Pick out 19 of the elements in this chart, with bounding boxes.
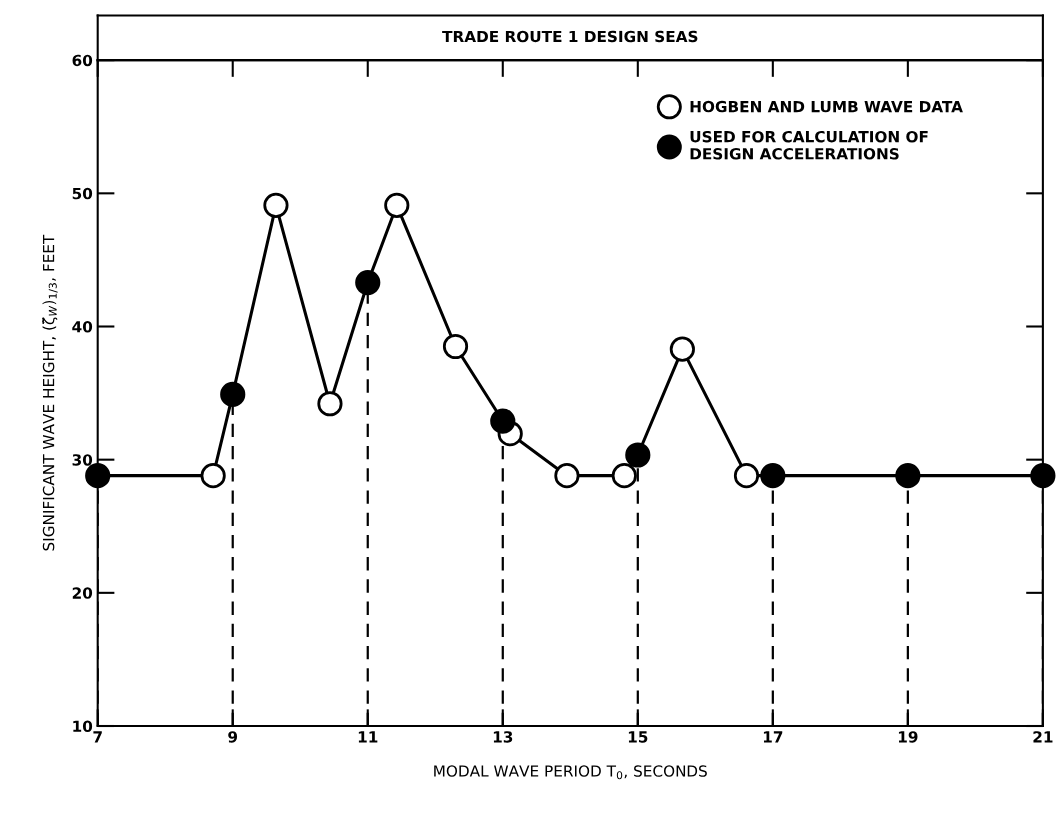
chart-title: TRADE ROUTE 1 DESIGN SEAS [442, 30, 698, 43]
y-tick-label: 30 [72, 454, 93, 466]
legend-label: USED FOR CALCULATION OF DESIGN ACCELERATIONS [690, 130, 928, 160]
x-tick-label: 15 [628, 731, 648, 743]
legend-label: HOGBEN AND LUMB WAVE DATA [690, 100, 963, 113]
y-axis-title: SIGNIFICANT WAVE HEIGHT, (ζ̃$_{W}$)$_{1/3}$, FEET [42, 234, 58, 551]
y-tick-label: 10 [73, 720, 93, 733]
y-tick-label: 50 [72, 187, 93, 200]
x-axis-title: MODAL WAVE PERIOD T$_{0}$, SECONDS [434, 765, 707, 780]
x-tick-label: 7 [93, 731, 102, 743]
x-tick-label: 9 [228, 731, 238, 743]
x-tick-label: 21 [1033, 731, 1053, 743]
x-tick-label: 19 [898, 731, 918, 743]
y-tick-label: 20 [72, 587, 93, 599]
x-tick-label: 11 [358, 731, 378, 743]
y-tick-label: 40 [72, 320, 93, 333]
x-tick-label: 13 [493, 731, 513, 743]
y-tick-label: 60 [72, 54, 93, 67]
x-tick-label: 17 [763, 731, 783, 743]
